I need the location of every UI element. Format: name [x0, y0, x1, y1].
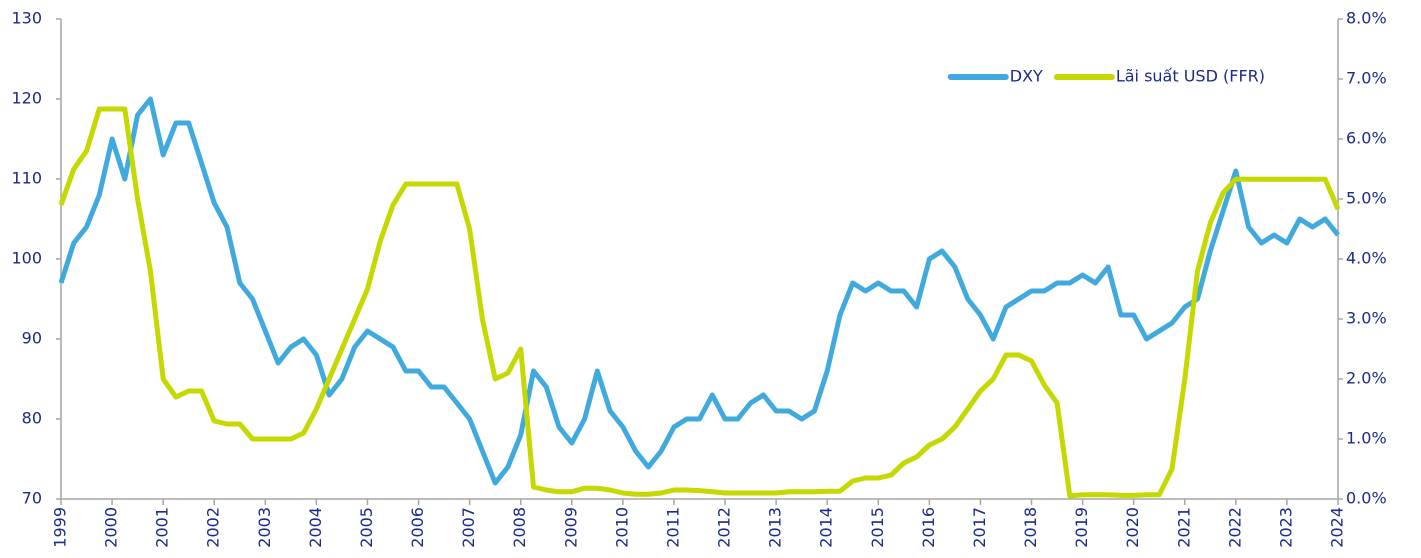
y2-tick-label: 4.0%	[1346, 249, 1387, 268]
y2-tick-label: 2.0%	[1346, 369, 1387, 388]
y2-tick-label: 8.0%	[1346, 9, 1387, 28]
x-tick-label: 2024	[1328, 507, 1347, 548]
x-tick-label: 2023	[1276, 507, 1295, 548]
x-tick-label: 2021	[1174, 507, 1193, 548]
x-tick-label: 2013	[766, 507, 785, 548]
y2-tick-label: 6.0%	[1346, 129, 1387, 148]
y2-tick-label: 3.0%	[1346, 309, 1387, 328]
x-tick-label: 2010	[612, 507, 631, 548]
x-tick-label: 2022	[1225, 507, 1244, 548]
y2-tick-label: 7.0%	[1346, 69, 1387, 88]
x-tick-label: 2005	[357, 507, 376, 548]
x-tick-label: 2008	[510, 507, 529, 548]
y2-tick-label: 0.0%	[1346, 489, 1387, 508]
x-tick-label: 2017	[970, 507, 989, 548]
y-tick-label: 90	[22, 329, 42, 348]
x-tick-label: 2006	[408, 507, 427, 548]
y2-tick-label: 1.0%	[1346, 429, 1387, 448]
y-tick-label: 110	[11, 169, 42, 188]
x-tick-label: 2014	[817, 507, 836, 548]
y-tick-label: 100	[11, 249, 42, 268]
x-tick-label: 2016	[919, 507, 938, 548]
y-tick-label: 120	[11, 89, 42, 108]
x-tick-label: 2002	[204, 507, 223, 548]
x-tick-label: 2011	[663, 507, 682, 548]
x-tick-label: 2004	[306, 507, 325, 548]
legend-label: DXY	[1010, 67, 1043, 86]
x-tick-label: 2019	[1072, 507, 1091, 548]
x-tick-label: 2020	[1123, 507, 1142, 548]
x-tick-label: 2000	[102, 507, 121, 548]
x-tick-label: 1999	[51, 507, 70, 548]
x-tick-label: 2018	[1021, 507, 1040, 548]
series-line	[58, 96, 1340, 486]
y-tick-label: 70	[22, 489, 42, 508]
y2-tick-label: 5.0%	[1346, 189, 1387, 208]
x-tick-label: 2012	[715, 507, 734, 548]
series-line	[58, 106, 1341, 499]
x-tick-label: 2015	[868, 507, 887, 548]
x-tick-label: 2007	[459, 507, 478, 548]
legend-label: Lãi suất USD (FFR)	[1116, 67, 1265, 86]
y-tick-label: 80	[22, 409, 42, 428]
x-tick-label: 2003	[255, 507, 274, 548]
x-tick-label: 2001	[153, 507, 172, 548]
y-tick-label: 130	[11, 9, 42, 28]
x-tick-label: 2009	[561, 507, 580, 548]
